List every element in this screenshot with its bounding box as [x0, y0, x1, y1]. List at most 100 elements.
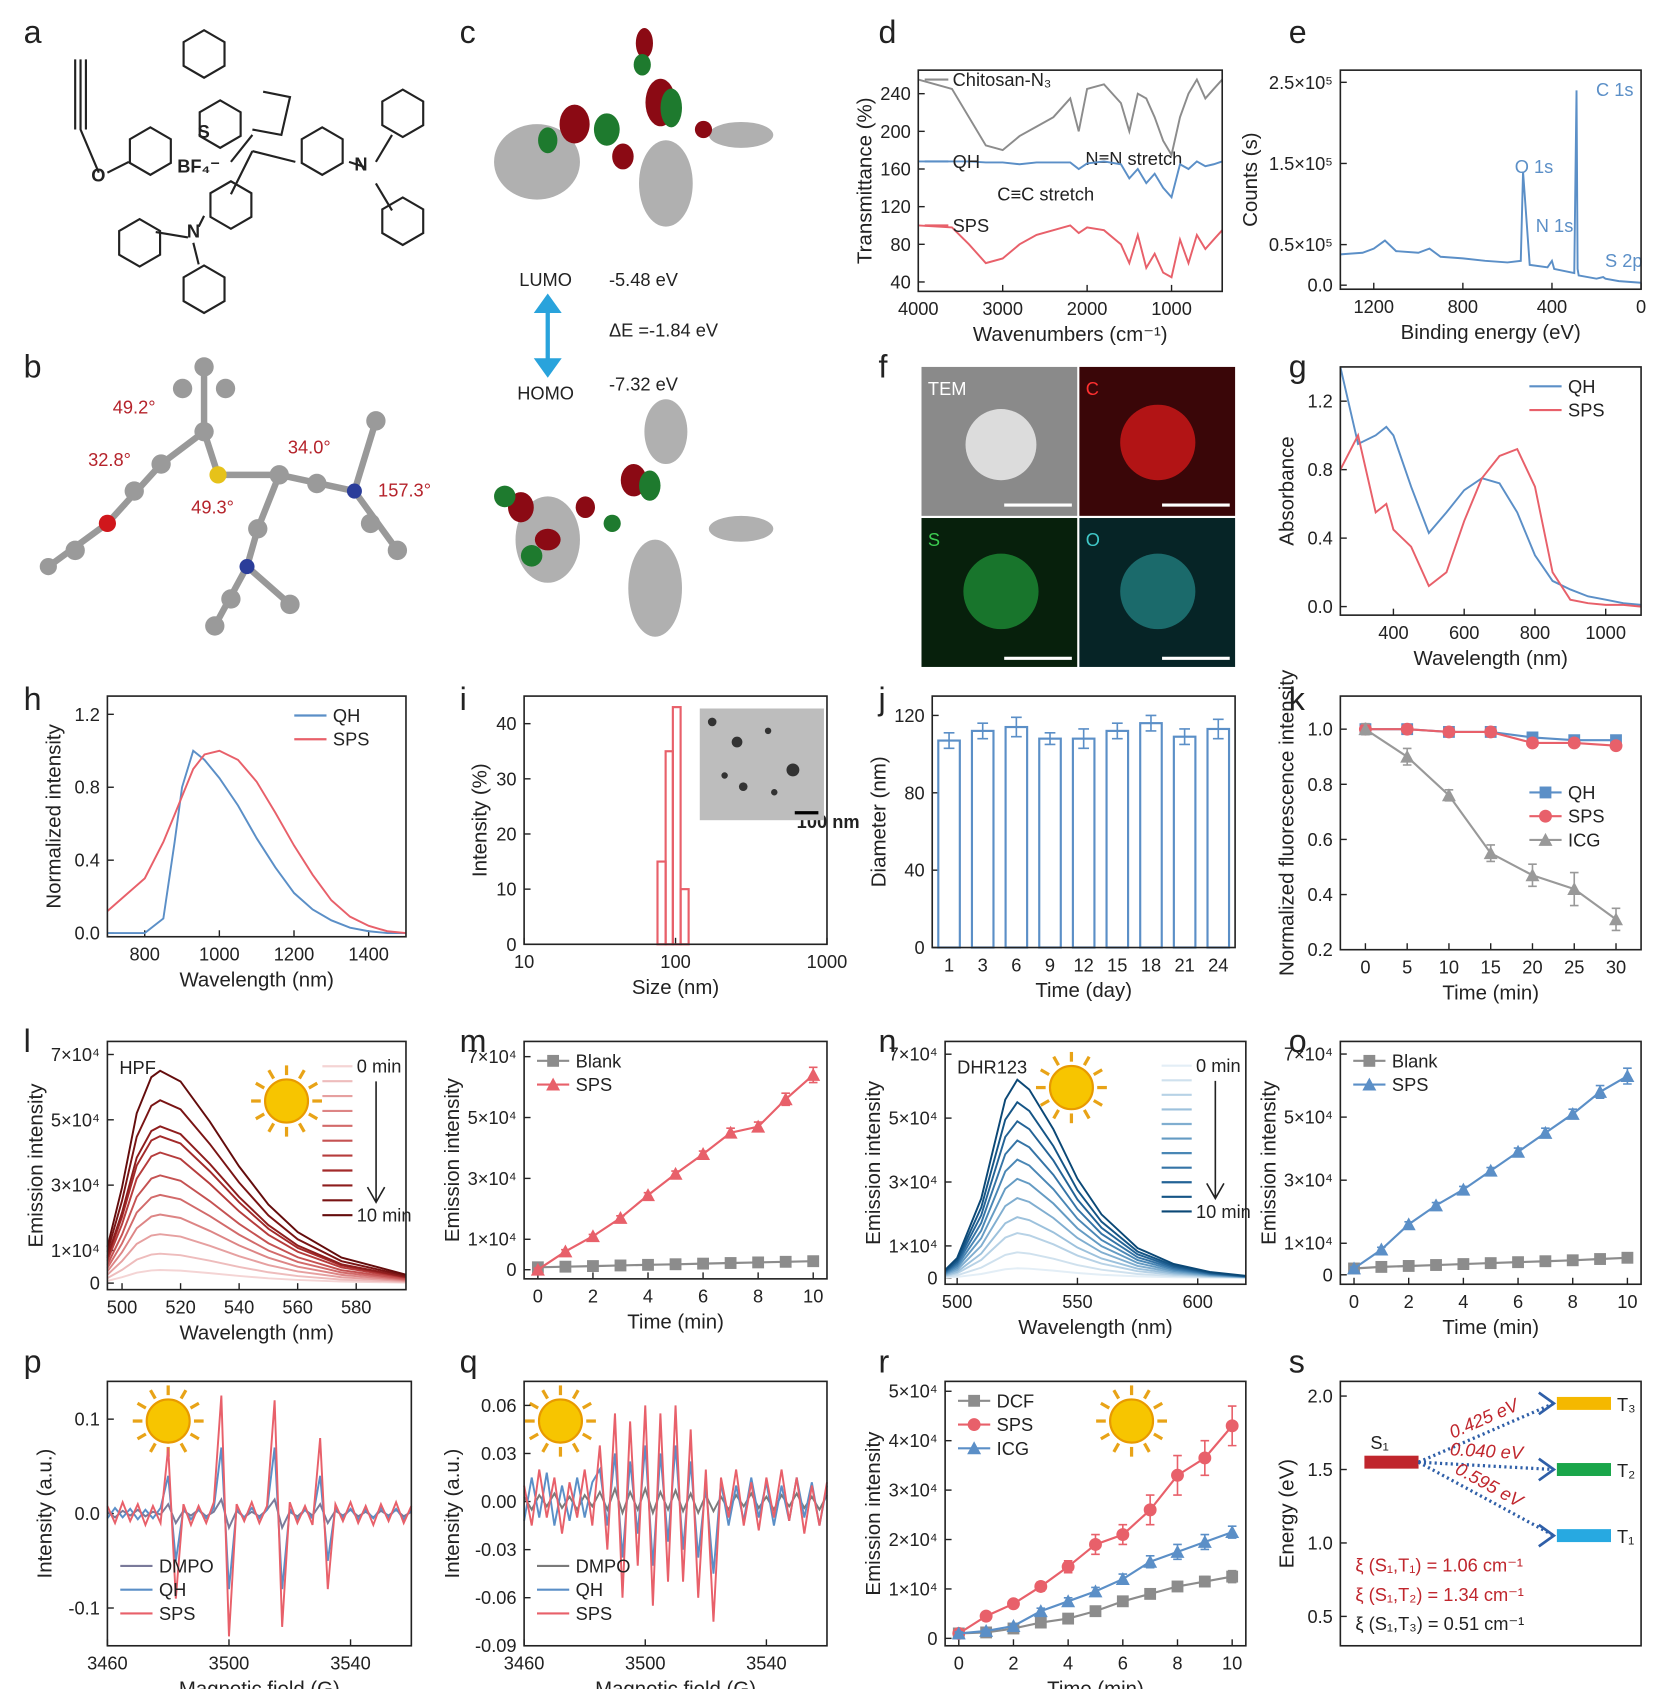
marker — [1116, 1595, 1129, 1608]
marker — [558, 1244, 573, 1258]
light-icon — [525, 1385, 596, 1457]
series-line — [945, 1267, 1246, 1279]
atom-label: O — [91, 164, 105, 185]
marker — [530, 1262, 545, 1276]
legend-label: SPS — [576, 1603, 613, 1624]
y-axis-label: Counts (s) — [1239, 132, 1262, 226]
series-line — [918, 224, 1223, 279]
x-tick-label: 0 — [1636, 296, 1646, 317]
sun-ray — [1153, 1401, 1164, 1410]
annotation: N≡N stretch — [1085, 148, 1182, 169]
x-axis-label: Size (nm) — [632, 976, 719, 999]
y-tick-label: 0.0 — [1307, 275, 1332, 296]
y-tick-label: 0 — [1323, 1264, 1333, 1285]
y-axis-label: Intensity (%) — [469, 763, 492, 877]
bar — [1038, 737, 1062, 949]
x-tick-label: 6 — [1118, 1652, 1128, 1673]
x-tick-label: 500 — [942, 1291, 972, 1312]
marker — [1225, 1419, 1239, 1433]
panel-letter: k — [1289, 681, 1306, 717]
y-tick-label: 0.0 — [75, 1503, 100, 1524]
legend-marker — [1363, 1054, 1376, 1067]
y-tick-label: 3×10⁴ — [889, 1480, 938, 1501]
sun-ray — [1039, 1068, 1050, 1077]
y-tick-label: 10 — [496, 879, 516, 900]
x-tick-label: 580 — [341, 1296, 371, 1317]
ring — [182, 264, 226, 315]
sun-ray — [528, 1432, 539, 1441]
series-line — [106, 1447, 413, 1590]
y-tick-label: 80 — [904, 782, 924, 803]
marker — [1171, 1468, 1184, 1482]
marker — [1375, 1260, 1388, 1273]
y-tick-label: 3×10⁴ — [51, 1175, 100, 1196]
marker — [1567, 882, 1582, 895]
angle-label: 49.2° — [113, 396, 156, 417]
y-tick-label: 3×10⁴ — [889, 1171, 938, 1192]
marker — [1609, 739, 1623, 753]
plot-frame — [523, 1380, 828, 1647]
elemental-mapping — [921, 366, 1236, 667]
y-tick-label: 0.4 — [75, 850, 100, 871]
series-line — [523, 1485, 828, 1516]
y-tick-label: 7×10⁴ — [889, 1044, 938, 1065]
marker — [1089, 1537, 1102, 1551]
x-tick-label: 25 — [1564, 956, 1584, 977]
legend-marker — [1539, 786, 1552, 799]
marker — [1061, 1594, 1076, 1608]
sun-ray — [541, 1442, 549, 1453]
series-line — [106, 1233, 407, 1283]
y-tick-label: 7×10⁴ — [1284, 1043, 1333, 1064]
x-axis-label: Binding energy (eV) — [1401, 321, 1581, 344]
x-tick-label: 30 — [1606, 956, 1626, 977]
sun-ray — [255, 1112, 266, 1121]
annotation: S 2p — [1605, 250, 1643, 271]
panel-letter: c — [460, 14, 476, 50]
x-tick-label: 2 — [1404, 1291, 1414, 1312]
y-tick-label: 40 — [890, 271, 910, 292]
x-tick-label: 3460 — [87, 1652, 128, 1673]
x-tick-label: 1400 — [348, 943, 389, 964]
annotation: O 1s — [1515, 156, 1554, 177]
x-axis-label: Wavelength (nm) — [179, 1321, 333, 1344]
series-line — [944, 1216, 1246, 1279]
panel-letter: l — [24, 1023, 31, 1059]
plot-frame — [931, 695, 1236, 949]
x-tick-label: 1 — [944, 954, 954, 975]
error-bar — [1044, 732, 1056, 746]
sun-ray — [1082, 1109, 1091, 1120]
sun-ray — [1100, 1401, 1111, 1410]
sun-ray — [1153, 1432, 1164, 1441]
marker — [979, 1623, 994, 1637]
legend-label: QH — [953, 151, 980, 172]
x-tick-label: 10 — [1617, 1291, 1637, 1312]
x-tick-label: 3 — [978, 954, 988, 975]
ring — [118, 217, 162, 268]
x-tick-label: 0 — [533, 1286, 543, 1307]
particle — [721, 772, 728, 779]
panel-letter: b — [24, 349, 42, 385]
sun-ray — [149, 1389, 157, 1400]
sun-disc — [145, 1398, 191, 1444]
x-axis-label: Time (min) — [627, 1310, 724, 1333]
marker — [1609, 912, 1623, 926]
y-tick-label: 0.4 — [1307, 884, 1332, 905]
legend-marker — [967, 1418, 981, 1432]
series-line — [107, 1269, 406, 1284]
x-tick-label: 18 — [1141, 954, 1161, 975]
sun-ray — [571, 1389, 580, 1400]
plot-frame — [106, 1380, 413, 1647]
arrow-head — [1538, 1391, 1557, 1416]
sun-ray — [189, 1401, 200, 1410]
plot-frame — [944, 1040, 1247, 1286]
marker — [669, 1258, 682, 1271]
marker — [1565, 1106, 1580, 1120]
legend-label: SPS — [576, 1074, 613, 1095]
marker — [1171, 1580, 1184, 1593]
y-tick-label: 0.06 — [481, 1395, 517, 1416]
level-label: T₁ — [1617, 1526, 1634, 1547]
series-line — [106, 1395, 413, 1637]
soc-note: ξ (S₁,T₂) = 1.34 cm⁻¹ — [1355, 1584, 1523, 1605]
orbital-plots — [494, 28, 774, 637]
y-tick-label: 3×10⁴ — [1284, 1170, 1333, 1191]
